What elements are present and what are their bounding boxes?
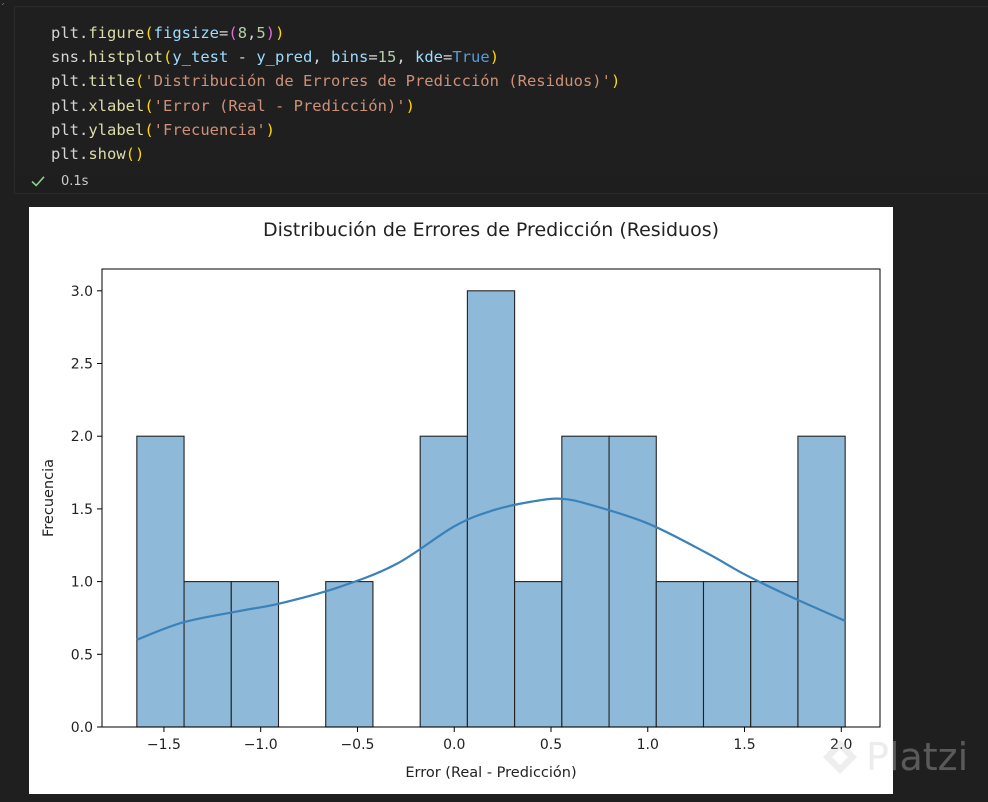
code-token: plt.: [51, 96, 89, 115]
code-token: (: [135, 72, 145, 91]
x-tick-label: 0.5: [540, 737, 562, 753]
code-line[interactable]: plt.show(): [51, 142, 620, 166]
code-token: -: [228, 48, 257, 67]
code-token: ): [489, 48, 500, 67]
code-line[interactable]: plt.figure(figsize=(8,5)): [51, 21, 620, 45]
notebook-code-cell[interactable]: plt.figure(figsize=(8,5)) sns.histplot(y_…: [14, 6, 988, 194]
code-token: =: [219, 24, 229, 42]
histogram-bar: [183, 581, 232, 728]
code-token: plt.: [51, 24, 89, 42]
check-icon: [31, 176, 45, 187]
code-token: figure: [88, 24, 145, 42]
code-token: =: [443, 48, 453, 67]
execution-time: 0.1s: [61, 173, 89, 189]
y-tick-label: 1.0: [71, 575, 93, 591]
code-token: (: [144, 24, 154, 42]
code-token: ,: [312, 48, 331, 67]
histogram-bar: [702, 581, 752, 728]
x-tick-label: −0.5: [340, 737, 374, 753]
histogram-bar: [561, 435, 610, 728]
code-token: xlabel: [88, 96, 145, 115]
histogram-chart: −1.5 −1.0 −0.5 0.0 0.5 1.0 1.5 2.0 0.0 0.5 1.0 1.5…: [41, 219, 881, 781]
x-tick-label: 1.5: [733, 737, 755, 753]
code-token: 8: [237, 24, 248, 42]
kde-curve: [136, 497, 846, 641]
code-token: plt.: [51, 72, 89, 91]
code-token: 5: [256, 24, 266, 42]
code-token: y_test: [172, 48, 229, 67]
histogram-bar: [419, 435, 468, 728]
y-tick-label: 2.0: [71, 429, 93, 445]
platzi-watermark: Platzi: [820, 735, 968, 779]
code-line[interactable]: plt.ylabel('Frecuencia'): [51, 118, 620, 142]
histogram-bar: [325, 581, 374, 728]
code-token: ): [405, 96, 415, 115]
code-line[interactable]: plt.xlabel('Error (Real - Predicción)'): [51, 94, 620, 118]
code-line[interactable]: plt.title('Distribución de Errores de Pr…: [51, 69, 620, 93]
code-line[interactable]: sns.histplot(y_test - y_pred, bins=15, k…: [51, 45, 620, 69]
code-editor[interactable]: [15, 7, 988, 175]
code-token: ,: [247, 24, 257, 42]
code-token: (: [228, 24, 238, 42]
code-token: (: [144, 120, 154, 139]
code-block[interactable]: plt.figure(figsize=(8,5)) sns.histplot(y_…: [51, 21, 620, 166]
code-token: bins: [331, 48, 369, 67]
x-tick-label: 2.0: [830, 737, 852, 753]
code-token: 'Error (Real - Predicción)': [153, 96, 406, 115]
x-tick-label: −1.0: [244, 737, 278, 753]
histogram-bar: [750, 581, 799, 728]
code-token: 'Distribución de Errores de Predicción (…: [144, 72, 611, 91]
histogram-bar: [797, 435, 846, 728]
histogram-bar: [466, 290, 516, 728]
x-axis-label: Error (Real - Predicción): [405, 765, 576, 781]
platzi-logo-icon: [823, 740, 857, 774]
code-token: title: [88, 72, 135, 91]
histogram-bar: [514, 581, 563, 728]
code-token: ,: [396, 48, 416, 67]
y-axis-label: Frecuencia: [41, 459, 57, 537]
code-token: ylabel: [88, 120, 145, 139]
code-token: ): [265, 120, 275, 139]
histogram-bar: [608, 435, 657, 728]
code-token: True: [452, 48, 490, 67]
code-token: plt.: [51, 120, 89, 139]
x-tick-label: −1.5: [147, 737, 181, 753]
code-token: y_pred: [256, 48, 313, 67]
code-token: =: [368, 48, 378, 67]
cell-status-bar: 0.1s: [29, 171, 88, 191]
y-tick-label: 0.5: [71, 647, 93, 663]
y-tick-label: 3.0: [71, 284, 93, 300]
code-token: histplot: [88, 48, 163, 67]
cell-collapse-icon[interactable]: ´: [0, 3, 5, 14]
code-token: ): [275, 24, 285, 42]
code-token: ): [265, 24, 276, 42]
y-tick-label: 0.0: [71, 720, 93, 736]
x-tick-label: 1.0: [637, 737, 659, 753]
histogram-bar: [230, 581, 280, 728]
code-token: (: [144, 96, 154, 115]
x-tick-label: 0.0: [443, 737, 465, 753]
plot-frame: [101, 268, 881, 728]
code-token: show: [88, 144, 126, 163]
code-token: 'Frecuencia': [153, 120, 266, 139]
y-tick-label: 1.5: [71, 502, 93, 518]
histogram-bar: [136, 435, 185, 728]
code-token: 15: [377, 48, 397, 67]
histogram-bar: [655, 581, 705, 728]
code-token: ): [610, 72, 621, 91]
y-tick-label: 2.5: [71, 357, 93, 373]
code-token: kde: [415, 48, 444, 67]
watermark-text: Platzi: [866, 735, 969, 779]
chart-title: Distribución de Errores de Predicción (R…: [263, 219, 719, 241]
code-token: sns.: [51, 48, 89, 67]
code-token: (: [162, 48, 173, 67]
code-token: plt.: [51, 144, 89, 163]
cell-output-figure: −1.5 −1.0 −0.5 0.0 0.5 1.0 1.5 2.0 0.0 0.5 1.0 1.5…: [29, 207, 893, 794]
code-token: figsize: [153, 24, 219, 42]
code-token: (): [125, 144, 145, 163]
